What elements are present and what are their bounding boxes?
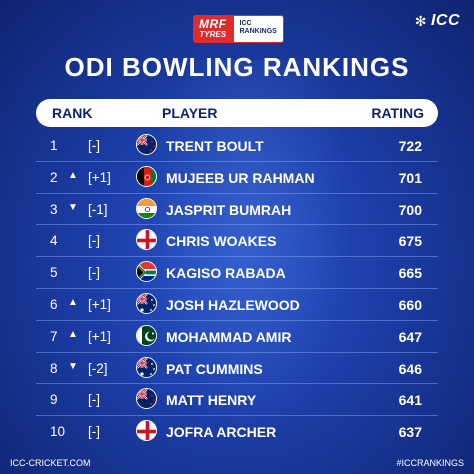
rank-number: 1	[50, 138, 58, 153]
australia-flag-icon	[136, 292, 157, 314]
table-row: 1 [-] TRENT BOULT 722	[36, 130, 438, 162]
australia-flag-icon	[136, 356, 157, 378]
new-zealand-flag-icon	[136, 388, 157, 410]
player-name: JOSH HAZLEWOOD	[166, 296, 300, 313]
player-rating: 675	[398, 233, 422, 250]
website-url: ICC-CRICKET.COM	[10, 458, 91, 468]
table-row: 3 ▼ [-1] JASPRIT BUMRAH 700	[36, 194, 438, 226]
tyres-text: TYRES	[199, 30, 227, 39]
afghanistan-flag-icon	[136, 165, 157, 187]
rank-change: [+1]	[88, 328, 111, 344]
table-row: 4 [-] CHRIS WOAKES 675	[36, 225, 438, 258]
rank-change: [-]	[88, 392, 100, 408]
table-header: RANK PLAYER RATING	[36, 99, 438, 127]
rank-number: 6	[50, 296, 58, 312]
player-column-header: PLAYER	[162, 105, 218, 121]
table-row: 6 ▲ [+1] JOSH HAZLEWOOD 660	[36, 289, 438, 321]
icc-rankings-logo: ICC RANKINGS	[232, 15, 284, 43]
rank-change: [-2]	[88, 360, 108, 376]
rating-column-header: RATING	[371, 105, 424, 121]
player-name: MATT HENRY	[166, 392, 257, 409]
rank-number: 4	[50, 233, 58, 249]
rank-number: 3	[50, 201, 58, 217]
icc-logo: ✻ ICC	[415, 12, 460, 30]
south-africa-flag-icon	[136, 261, 157, 283]
rank-number: 10	[50, 424, 66, 440]
icc-logo-text: ICC	[430, 12, 460, 29]
rank-number: 8	[50, 360, 58, 376]
player-rating: 641	[398, 392, 422, 409]
table-row: 7 ▲ [+1] MOHAMMAD AMIR 647	[36, 321, 438, 353]
sponsor-logo: MRF TYRES ICC RANKINGS	[193, 15, 284, 43]
player-rating: 722	[398, 138, 422, 154]
player-name: CHRIS WOAKES	[166, 233, 277, 250]
rank-change: [-]	[88, 233, 100, 249]
table-row: 10 [-] JOFRA ARCHER 637	[36, 416, 438, 447]
up-arrow-icon: ▲	[68, 328, 78, 340]
new-zealand-flag-icon	[136, 134, 157, 155]
up-arrow-icon: ▲	[68, 169, 78, 181]
rank-number: 2	[50, 169, 58, 185]
page-title: ODI BOWLING RANKINGS	[64, 52, 410, 82]
player-name: JASPRIT BUMRAH	[166, 201, 292, 218]
england-flag-icon	[136, 420, 157, 442]
table-row: 9 [-] MATT HENRY 641	[36, 384, 438, 417]
india-flag-icon	[136, 197, 157, 219]
player-name: KAGISO RABADA	[166, 265, 286, 282]
rank-number: 9	[50, 392, 58, 408]
table-row: 8 ▼ [-2] PAT CUMMINS 646	[36, 353, 438, 385]
player-rating: 646	[398, 360, 422, 377]
up-arrow-icon: ▲	[68, 296, 78, 308]
player-name: JOFRA ARCHER	[166, 424, 277, 441]
rank-number: 5	[50, 265, 58, 281]
england-flag-icon	[136, 229, 157, 251]
player-rating: 647	[398, 328, 422, 345]
down-arrow-icon: ▼	[68, 360, 78, 372]
rank-column-header: RANK	[52, 105, 93, 121]
player-rating: 665	[398, 265, 422, 282]
mrf-tyres-logo: MRF TYRES	[193, 15, 233, 43]
player-rating: 701	[398, 169, 422, 186]
player-name: MUJEEB UR RAHMAN	[166, 169, 315, 186]
table-row: 5 [-] KAGISO RABADA 665	[36, 257, 438, 289]
rank-change: [+1]	[88, 169, 111, 185]
icc-emblem-icon: ✻	[414, 12, 427, 29]
down-arrow-icon: ▼	[68, 201, 78, 213]
pakistan-flag-icon	[136, 324, 157, 346]
rankings-text: RANKINGS	[239, 28, 277, 35]
rankings-table: 1 [-] TRENT BOULT 722 2 ▲ [+1] MUJEEB UR RAHMAN…	[36, 130, 438, 447]
player-rating: 637	[398, 424, 422, 441]
icc-small-text: ICC	[239, 20, 252, 27]
mrf-text: MRF	[199, 17, 227, 31]
rank-number: 7	[50, 328, 58, 344]
player-name: TRENT BOULT	[166, 138, 264, 154]
table-row: 2 ▲ [+1] MUJEEB UR RAHMAN 701	[36, 162, 438, 194]
hashtag: #ICCRANKINGS	[396, 458, 464, 468]
player-rating: 660	[398, 296, 422, 313]
player-name: MOHAMMAD AMIR	[166, 328, 292, 345]
rank-change: [-1]	[88, 201, 108, 217]
player-rating: 700	[398, 201, 422, 218]
rank-change: [-]	[88, 138, 100, 153]
rank-change: [+1]	[88, 296, 111, 312]
rank-change: [-]	[88, 265, 100, 281]
rank-change: [-]	[88, 424, 100, 440]
player-name: PAT CUMMINS	[166, 360, 263, 377]
